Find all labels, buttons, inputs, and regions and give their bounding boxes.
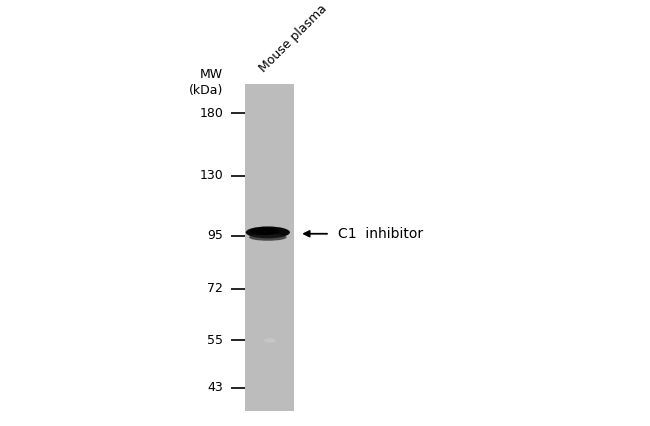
Text: 72: 72 [207, 282, 224, 295]
Text: 43: 43 [207, 381, 224, 394]
Text: 95: 95 [207, 229, 224, 242]
Bar [246, 84, 294, 411]
Text: 180: 180 [200, 107, 224, 120]
Ellipse shape [246, 227, 290, 238]
Text: MW
(kDa): MW (kDa) [189, 68, 224, 97]
Ellipse shape [264, 338, 276, 343]
Text: 55: 55 [207, 334, 224, 347]
Text: C1  inhibitor: C1 inhibitor [338, 227, 422, 241]
Ellipse shape [250, 227, 279, 235]
Text: 130: 130 [200, 169, 224, 182]
Ellipse shape [249, 234, 287, 241]
Text: Mouse plasma: Mouse plasma [257, 2, 330, 75]
